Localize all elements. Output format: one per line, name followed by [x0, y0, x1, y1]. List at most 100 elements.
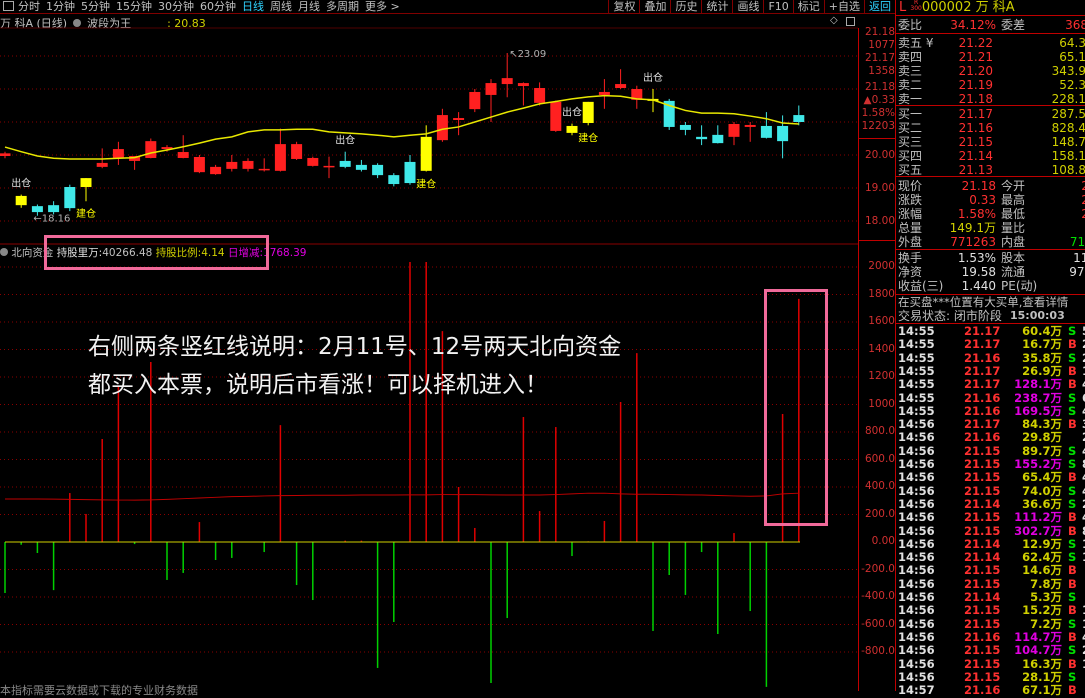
- candlestick[interactable]: [453, 112, 465, 136]
- candlestick[interactable]: [696, 125, 708, 146]
- toolbar-button[interactable]: 复权: [608, 0, 639, 14]
- candlestick[interactable]: [226, 155, 238, 172]
- tab-period[interactable]: 60分钟: [200, 0, 236, 13]
- candlestick[interactable]: [469, 89, 481, 113]
- candlestick[interactable]: [550, 100, 562, 132]
- candlestick[interactable]: [339, 151, 351, 169]
- toolbar-button[interactable]: F10: [763, 0, 792, 14]
- holding-value: 40266.48: [102, 247, 153, 259]
- candlestick[interactable]: [436, 108, 448, 142]
- indicator-tick: 200.0: [864, 507, 895, 520]
- candlestick[interactable]: [631, 85, 643, 109]
- candlestick[interactable]: [582, 101, 594, 126]
- toolbar-button[interactable]: 历史: [670, 0, 701, 14]
- candlestick[interactable]: [372, 163, 384, 179]
- indicator-tick: 1800: [868, 287, 895, 300]
- candlestick[interactable]: [0, 151, 11, 159]
- tab-period[interactable]: 15分钟: [116, 0, 152, 13]
- board-badge: R 300: [910, 0, 922, 12]
- candlestick[interactable]: [663, 98, 675, 130]
- tab-period[interactable]: 更多 >: [365, 0, 400, 13]
- tab-period[interactable]: 30分钟: [158, 0, 194, 13]
- tab-period[interactable]: 多周期: [326, 0, 359, 13]
- tab-period[interactable]: 日线: [242, 0, 264, 13]
- toolbar-button[interactable]: 标记: [792, 0, 824, 14]
- indicator-name[interactable]: 北向资金: [11, 247, 54, 259]
- tab-period[interactable]: 月线: [298, 0, 320, 13]
- price-axis: 21.18 1077 21.17 1358 21.18 ▲0.33 1.58% 12203 20…: [858, 26, 896, 691]
- tab-period[interactable]: 5分钟: [81, 0, 110, 13]
- indicator-tick: 1000: [868, 397, 895, 410]
- candlestick[interactable]: [15, 194, 27, 208]
- toolbar-button[interactable]: +自选: [823, 0, 864, 14]
- candlestick[interactable]: [355, 159, 367, 172]
- trade-row: 14:56 21.14 5.3万 S: [898, 590, 1077, 604]
- indicator-dot-icon[interactable]: [73, 19, 82, 27]
- candlestick[interactable]: [793, 105, 805, 126]
- candlestick[interactable]: [258, 158, 270, 172]
- layout-toggle-icon[interactable]: [3, 1, 14, 11]
- holding-label: 持股里万:: [56, 247, 103, 259]
- candlestick[interactable]: [517, 82, 529, 106]
- candlestick[interactable]: [388, 173, 400, 187]
- candlestick[interactable]: [760, 112, 772, 139]
- indicator-tick: -600.0: [861, 617, 895, 630]
- candlestick[interactable]: [291, 141, 303, 160]
- chart-header-indicator[interactable]: 波段为王: [87, 17, 132, 30]
- candlestick[interactable]: [485, 79, 497, 122]
- candlestick[interactable]: [64, 184, 76, 212]
- candlestick[interactable]: [615, 69, 627, 89]
- toolbar-button[interactable]: 叠加: [639, 0, 670, 14]
- candlestick[interactable]: [210, 164, 222, 175]
- candlestick[interactable]: [566, 123, 578, 136]
- candlestick[interactable]: [80, 178, 92, 202]
- price-tick: 20.00: [864, 149, 895, 161]
- candlestick[interactable]: [501, 53, 513, 98]
- big-order-notice[interactable]: 在买盘***位置有大买单,查看详情: [898, 295, 1069, 309]
- candlestick[interactable]: [193, 155, 205, 174]
- candlestick[interactable]: [679, 122, 691, 136]
- toolbar-button[interactable]: 返回: [864, 0, 895, 14]
- indicator-dot-icon[interactable]: [0, 248, 8, 256]
- candlestick[interactable]: [274, 128, 286, 172]
- candlestick[interactable]: [728, 122, 740, 146]
- indicator-tick: 1600: [868, 315, 895, 327]
- panel-toggle-icon[interactable]: [846, 17, 855, 26]
- candlestick[interactable]: [323, 156, 335, 179]
- candlestick[interactable]: [420, 125, 432, 172]
- candlestick[interactable]: [145, 138, 157, 159]
- candlestick[interactable]: [112, 141, 124, 165]
- tab-period[interactable]: 1分钟: [46, 0, 75, 13]
- candlestick[interactable]: [598, 79, 610, 109]
- candlestick[interactable]: [31, 204, 43, 216]
- tab-period[interactable]: 分时: [18, 0, 40, 13]
- quote-row: 外盘771263内盘71985: [898, 235, 1085, 249]
- candlestick[interactable]: [712, 125, 724, 144]
- exit-signal-label: 出仓: [335, 134, 355, 147]
- toolbar-button[interactable]: 统计: [701, 0, 732, 14]
- candlestick[interactable]: [404, 155, 416, 185]
- tab-period[interactable]: 周线: [270, 0, 292, 13]
- candlestick[interactable]: [242, 158, 254, 172]
- candlestick[interactable]: [744, 122, 756, 142]
- candlestick[interactable]: [534, 82, 546, 106]
- toolbar-button[interactable]: 画线: [732, 0, 763, 14]
- candlestick[interactable]: [48, 201, 60, 215]
- candlestick[interactable]: [307, 156, 319, 167]
- diamond-icon[interactable]: ◇: [830, 15, 838, 26]
